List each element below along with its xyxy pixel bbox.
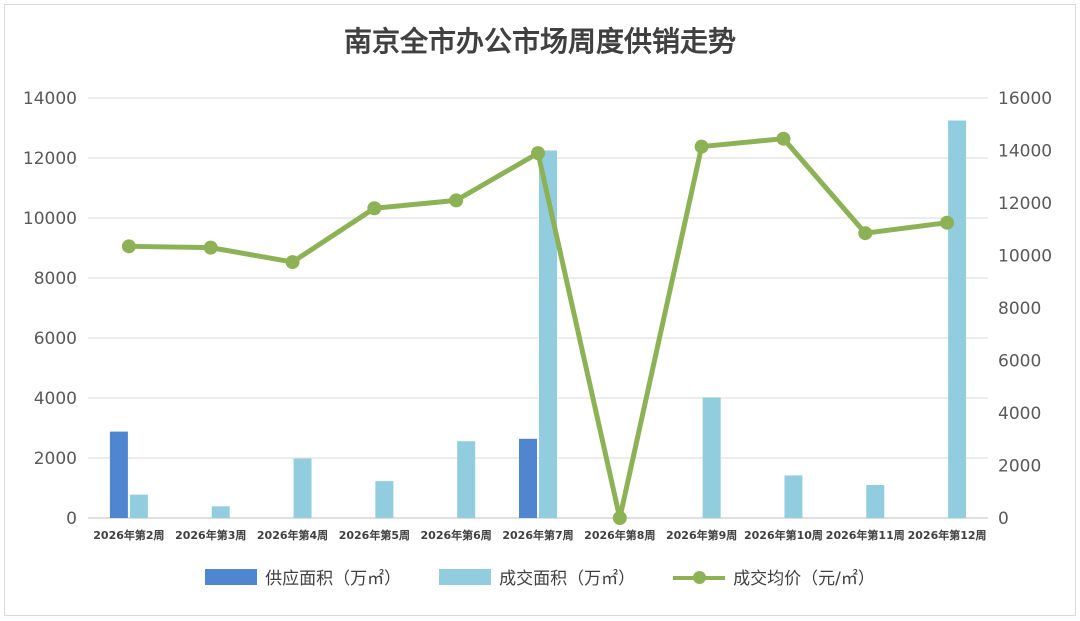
point-avg-price: [694, 139, 709, 154]
legend-label-avg-price: 成交均价（元/㎡）: [733, 569, 875, 589]
point-avg-price: [776, 131, 791, 146]
y-right-tick-label: 16000: [998, 89, 1052, 109]
y-left-tick-label: 6000: [34, 329, 77, 349]
y-right-tick-label: 10000: [998, 247, 1052, 267]
bar-deal-area: [539, 150, 557, 518]
x-tick-label: 2026年第2周: [93, 528, 164, 542]
legend-item-deal-area: 成交面积（万㎡）: [439, 564, 635, 589]
point-avg-price: [285, 255, 300, 270]
y-right-tick-label: 6000: [998, 352, 1041, 372]
legend-label-supply: 供应面积（万㎡）: [265, 569, 402, 589]
legend-swatch-supply: [205, 568, 258, 585]
y-left-tick-label: 10000: [23, 209, 77, 229]
x-tick-label: 2026年第7周: [502, 528, 573, 542]
y-right-tick-label: 14000: [998, 142, 1052, 162]
legend-item-supply: 供应面积（万㎡）: [205, 564, 401, 589]
x-tick-label: 2026年第10周: [744, 528, 823, 542]
y-left-tick-label: 14000: [23, 89, 77, 109]
bar-supply: [109, 431, 128, 518]
x-tick-label: 2026年第4周: [257, 528, 328, 542]
y-right-tick-label: 0: [998, 509, 1009, 529]
point-avg-price: [367, 201, 382, 216]
y-left-tick-label: 4000: [34, 389, 77, 409]
bar-deal-area: [211, 506, 230, 518]
point-avg-price: [612, 511, 627, 525]
bar-deal-area: [784, 475, 803, 518]
point-avg-price: [121, 239, 136, 254]
bar-deal-area: [948, 120, 967, 518]
x-tick-label: 2026年第11周: [826, 528, 905, 542]
bar-deal-area: [702, 397, 721, 518]
x-tick-label: 2026年第3周: [175, 528, 246, 542]
x-tick-label: 2026年第6周: [421, 528, 492, 542]
line-avg-price: [128, 136, 948, 521]
point-avg-price: [203, 240, 218, 255]
y-left-tick-label: 0: [66, 509, 77, 529]
chart-title: 南京全市办公市场周度供销走势: [343, 25, 736, 58]
point-avg-price: [940, 215, 955, 230]
bar-deal-area: [375, 481, 394, 518]
x-tick-label: 2026年第12周: [908, 528, 987, 542]
legend-swatch-deal-area: [439, 568, 492, 585]
x-tick-label: 2026年第5周: [339, 528, 410, 542]
bar-deal-area: [129, 494, 148, 518]
bar-deal-area: [866, 485, 885, 518]
bar-supply: [519, 438, 537, 518]
point-avg-price: [449, 193, 464, 208]
point-avg-price: [531, 146, 545, 161]
y-right-tick-label: 2000: [998, 457, 1041, 477]
legend-label-deal-area: 成交面积（万㎡）: [499, 569, 636, 589]
point-avg-price: [858, 226, 873, 241]
y-right-tick-label: 4000: [998, 404, 1041, 424]
y-left-tick-label: 2000: [34, 449, 77, 469]
legend-swatch-avg-price: [673, 569, 726, 585]
x-tick-label: 2026年第9周: [666, 528, 737, 542]
y-right-tick-label: 8000: [998, 299, 1041, 319]
legend-item-avg-price: 成交均价（元/㎡）: [673, 564, 875, 589]
y-left-tick-label: 8000: [34, 269, 77, 289]
bar-deal-area: [457, 441, 476, 518]
chart-legend: 供应面积（万㎡） 成交面积（万㎡） 成交均价（元/㎡）: [0, 564, 1080, 589]
y-right-tick-label: 12000: [998, 194, 1052, 214]
y-left-tick-label: 12000: [23, 149, 77, 169]
x-tick-label: 2026年第8周: [584, 528, 655, 542]
bar-deal-area: [293, 458, 312, 518]
